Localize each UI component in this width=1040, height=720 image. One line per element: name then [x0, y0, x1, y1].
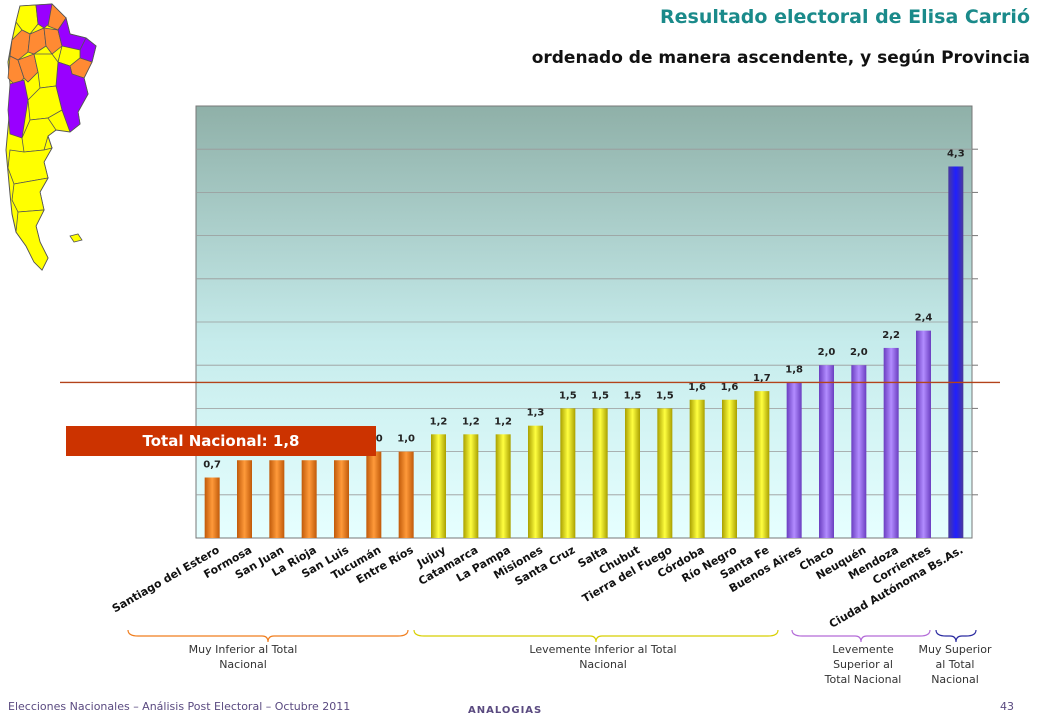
bar	[625, 408, 640, 538]
bar	[269, 460, 285, 538]
bar	[334, 460, 349, 538]
bar	[722, 399, 737, 538]
group-brace	[791, 629, 931, 643]
chart-subtitle: ordenado de manera ascendente, y según P…	[531, 48, 1030, 68]
bar	[431, 434, 446, 538]
group-label-muy-superior: Muy Superior al Total Nacional	[918, 643, 992, 686]
bar	[463, 434, 479, 538]
bar	[592, 408, 608, 538]
data-label: 1,2	[430, 416, 448, 427]
bar	[851, 365, 867, 538]
bar	[560, 408, 576, 538]
data-label: 1,2	[494, 416, 512, 427]
data-label: 1,5	[624, 390, 642, 401]
group-brace	[935, 629, 977, 643]
bar	[916, 330, 931, 538]
brand-logo-text: ANALOGIAS	[468, 705, 543, 716]
bars	[204, 166, 964, 539]
bar	[528, 425, 543, 538]
bar	[237, 460, 252, 538]
data-label: 1,6	[688, 382, 706, 393]
data-label: 1,5	[559, 390, 577, 401]
data-label: 1,5	[656, 390, 674, 401]
bar	[754, 391, 770, 538]
group-brace	[127, 629, 409, 643]
data-label: 1,7	[753, 373, 771, 384]
data-label: 4,3	[947, 148, 965, 159]
group-label-muy-inferior: Muy Inferior al Total Nacional	[188, 643, 298, 671]
group-braces	[127, 629, 977, 643]
bar	[301, 460, 317, 538]
total-nacional-box: Total Nacional: 1,8	[66, 426, 376, 456]
data-label: 1,0	[397, 434, 415, 445]
group-label-levemente-inferior: Levemente Inferior al Total Nacional	[529, 643, 677, 671]
bar	[689, 399, 705, 538]
footer-text: Elecciones Nacionales – Análisis Post El…	[8, 700, 351, 713]
data-label: 2,2	[882, 330, 900, 341]
bar	[495, 434, 511, 538]
data-label: 1,2	[462, 416, 480, 427]
data-label: 1,5	[591, 390, 609, 401]
gridlines	[196, 148, 978, 496]
bar	[398, 451, 414, 538]
data-label: 1,3	[527, 408, 545, 419]
page-number: 43	[1000, 700, 1014, 713]
data-label: 1,6	[721, 382, 739, 393]
data-label: 2,4	[915, 313, 933, 324]
bar	[657, 408, 673, 538]
bar	[786, 382, 802, 538]
chart-title: Resultado electoral de Elisa Carrió	[660, 6, 1030, 28]
category-label: Santiago del Estero	[110, 543, 222, 615]
bar	[204, 477, 220, 538]
data-label: 0,7	[203, 460, 221, 471]
bar	[819, 365, 834, 538]
data-label: 2,0	[818, 347, 836, 358]
group-label-levemente-superior: Levemente Superior al Total Nacional	[824, 643, 902, 686]
data-label: 1,8	[785, 364, 803, 375]
bar	[366, 451, 382, 538]
bar	[883, 347, 899, 538]
data-label: 2,0	[850, 347, 868, 358]
bar	[948, 166, 964, 539]
argentina-map	[5, 3, 97, 271]
group-brace	[413, 629, 779, 643]
